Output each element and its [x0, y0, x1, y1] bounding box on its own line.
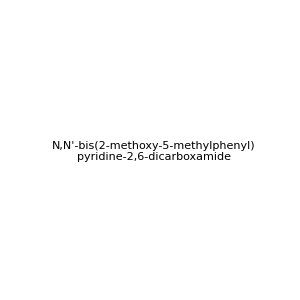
- Text: N,N'-bis(2-methoxy-5-methylphenyl)
pyridine-2,6-dicarboxamide: N,N'-bis(2-methoxy-5-methylphenyl) pyrid…: [52, 141, 256, 162]
